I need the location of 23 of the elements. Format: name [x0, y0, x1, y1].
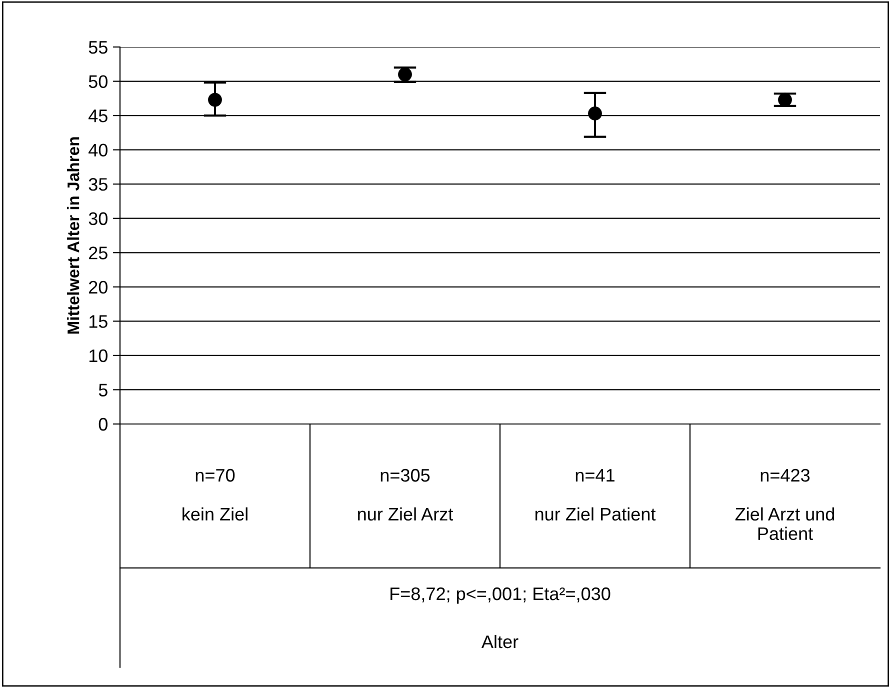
category-label: n=41 nur Ziel Patient	[535, 469, 656, 521]
y-tick-label: 50	[88, 75, 108, 88]
y-tick-label: 55	[88, 41, 108, 54]
point	[778, 92, 792, 107]
point	[588, 106, 602, 120]
point	[208, 92, 222, 107]
y-tick-label: 10	[89, 349, 108, 362]
category-label: n=423 Ziel Arzt und Patient	[735, 468, 834, 540]
y-tick-label: 30	[88, 212, 108, 226]
category-label: n=305 nur Ziel Arzt	[358, 468, 454, 521]
y-tick-label: 15	[89, 315, 108, 328]
y-tick-label: 45	[88, 110, 108, 122]
y-tick-label: 0	[98, 418, 108, 431]
point	[398, 67, 412, 82]
text: F=8,72; p<=,001; Eta²=,030	[390, 587, 610, 604]
y-tick-label: 40	[88, 144, 108, 157]
y-tick-label: 20	[89, 280, 108, 294]
category-label: n=70 kein Ziel	[182, 468, 248, 521]
text: Alter	[481, 634, 518, 648]
y-tick-label: 5	[98, 384, 108, 396]
y-axis-title: Mittelwert Alter in Jahren	[67, 137, 80, 334]
y-tick-label: 35	[88, 178, 108, 191]
y-tick-label: 25	[89, 246, 108, 260]
